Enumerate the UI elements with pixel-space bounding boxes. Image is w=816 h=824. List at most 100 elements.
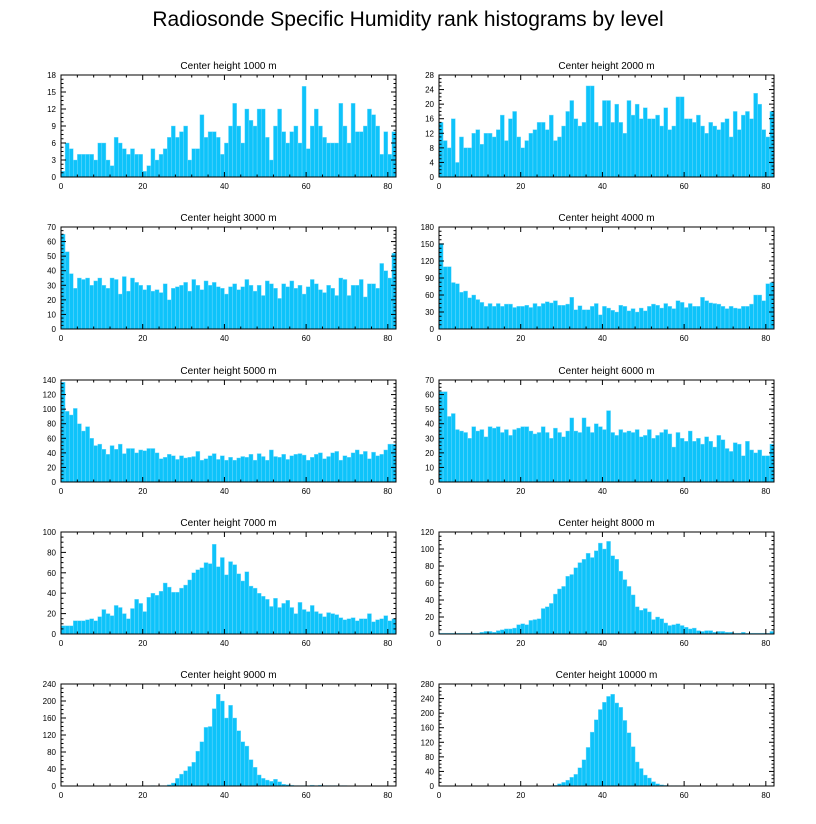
histogram-bar <box>589 85 595 178</box>
histogram-bar <box>252 125 258 178</box>
histogram-bar <box>183 282 188 330</box>
histogram-bar <box>109 165 115 178</box>
histogram-bar <box>64 251 70 330</box>
histogram-bar <box>737 129 742 178</box>
histogram-bar <box>491 136 497 178</box>
histogram-bar <box>310 457 315 483</box>
histogram-bar <box>379 154 384 178</box>
histogram-bar <box>536 432 542 483</box>
histogram-bar <box>97 616 103 635</box>
histogram-bar <box>626 732 632 787</box>
histogram-bar <box>342 279 348 330</box>
histogram-bar <box>150 448 156 483</box>
histogram-bar <box>93 280 98 330</box>
histogram-bar <box>154 595 160 635</box>
histogram-bar <box>688 118 693 178</box>
y-tick-label: 40 <box>47 267 56 276</box>
histogram-bar <box>618 122 624 178</box>
x-tick-label: 0 <box>437 487 442 496</box>
histogram-bar <box>236 125 241 178</box>
histogram-bar <box>81 430 86 483</box>
y-tick-label: 100 <box>421 545 435 554</box>
histogram-bar <box>117 443 123 483</box>
histogram-bar <box>459 291 464 330</box>
y-tick-label: 90 <box>425 274 434 283</box>
histogram-bar <box>260 295 266 330</box>
histogram-bar <box>716 435 722 483</box>
histogram-bar <box>224 142 229 178</box>
histogram-bar <box>724 308 730 330</box>
panel-title: Center height 6000 m <box>558 366 654 377</box>
histogram-bar <box>130 608 135 635</box>
histogram-bar <box>359 279 364 330</box>
histogram-bar <box>724 118 730 178</box>
histogram-bar <box>720 306 726 330</box>
histogram-bar <box>134 599 139 635</box>
y-tick-label: 120 <box>421 738 435 747</box>
histogram-bar <box>451 413 456 483</box>
histogram-bar <box>85 277 90 330</box>
histogram-bar <box>187 290 192 330</box>
histogram-bar <box>305 611 311 635</box>
histogram-bar <box>643 608 648 635</box>
histogram-bar <box>463 290 468 330</box>
histogram-bar <box>500 306 505 330</box>
histogram-bar <box>244 279 250 330</box>
histogram-bar <box>211 282 217 330</box>
y-tick-label: 15 <box>47 88 56 97</box>
histogram-bar <box>606 410 611 483</box>
histogram-bar <box>191 762 197 787</box>
histogram-bar <box>346 295 352 330</box>
histogram-bar <box>158 154 164 178</box>
histogram-bar <box>557 432 562 483</box>
histogram-bar <box>68 625 74 635</box>
histogram-bar <box>651 438 656 483</box>
histogram-bar <box>228 125 233 178</box>
histogram-bar <box>224 459 229 483</box>
histogram-bar <box>708 122 713 178</box>
histogram-bar <box>73 408 78 483</box>
histogram-bar <box>671 624 677 635</box>
y-tick-label: 0 <box>430 630 435 639</box>
histogram-bar <box>508 118 513 178</box>
histogram-bar <box>692 122 697 178</box>
histogram-bar <box>191 148 197 178</box>
histogram-bar <box>659 618 664 635</box>
y-tick-label: 10 <box>47 310 56 319</box>
histogram-bar <box>354 620 360 635</box>
histogram-bar <box>679 96 685 178</box>
y-tick-label: 60 <box>47 569 56 578</box>
histogram-bar <box>273 288 278 330</box>
histogram-bar <box>77 277 82 330</box>
histogram-bar <box>285 600 290 635</box>
histogram-bar <box>732 307 738 330</box>
x-tick-label: 40 <box>220 791 229 800</box>
histogram-bar <box>647 429 652 483</box>
histogram-bar <box>256 453 262 483</box>
y-tick-label: 50 <box>425 405 434 414</box>
histogram-bar <box>171 288 176 330</box>
histogram-bar <box>438 122 444 178</box>
x-tick-label: 0 <box>59 639 64 648</box>
histogram-bar <box>716 129 722 178</box>
histogram-bar <box>696 114 701 178</box>
histogram-bar <box>659 125 664 178</box>
histogram-bar <box>581 759 587 787</box>
histogram-bar <box>220 455 225 483</box>
histogram-bar <box>573 309 579 330</box>
histogram-bar <box>577 432 583 483</box>
histogram-bar <box>508 303 513 330</box>
histogram-bar <box>89 438 94 483</box>
histogram-bar <box>256 774 262 787</box>
histogram-bar <box>614 103 619 178</box>
histogram-bar <box>761 455 767 483</box>
histogram-bar <box>281 283 286 330</box>
histogram-bar <box>577 305 583 330</box>
histogram-bar <box>683 627 689 635</box>
histogram-bar <box>183 457 188 483</box>
histogram-bar <box>700 125 705 178</box>
histogram-bar <box>683 307 689 330</box>
y-tick-label: 80 <box>47 548 56 557</box>
histogram-bar <box>326 456 331 483</box>
y-tick-label: 0 <box>430 325 435 334</box>
